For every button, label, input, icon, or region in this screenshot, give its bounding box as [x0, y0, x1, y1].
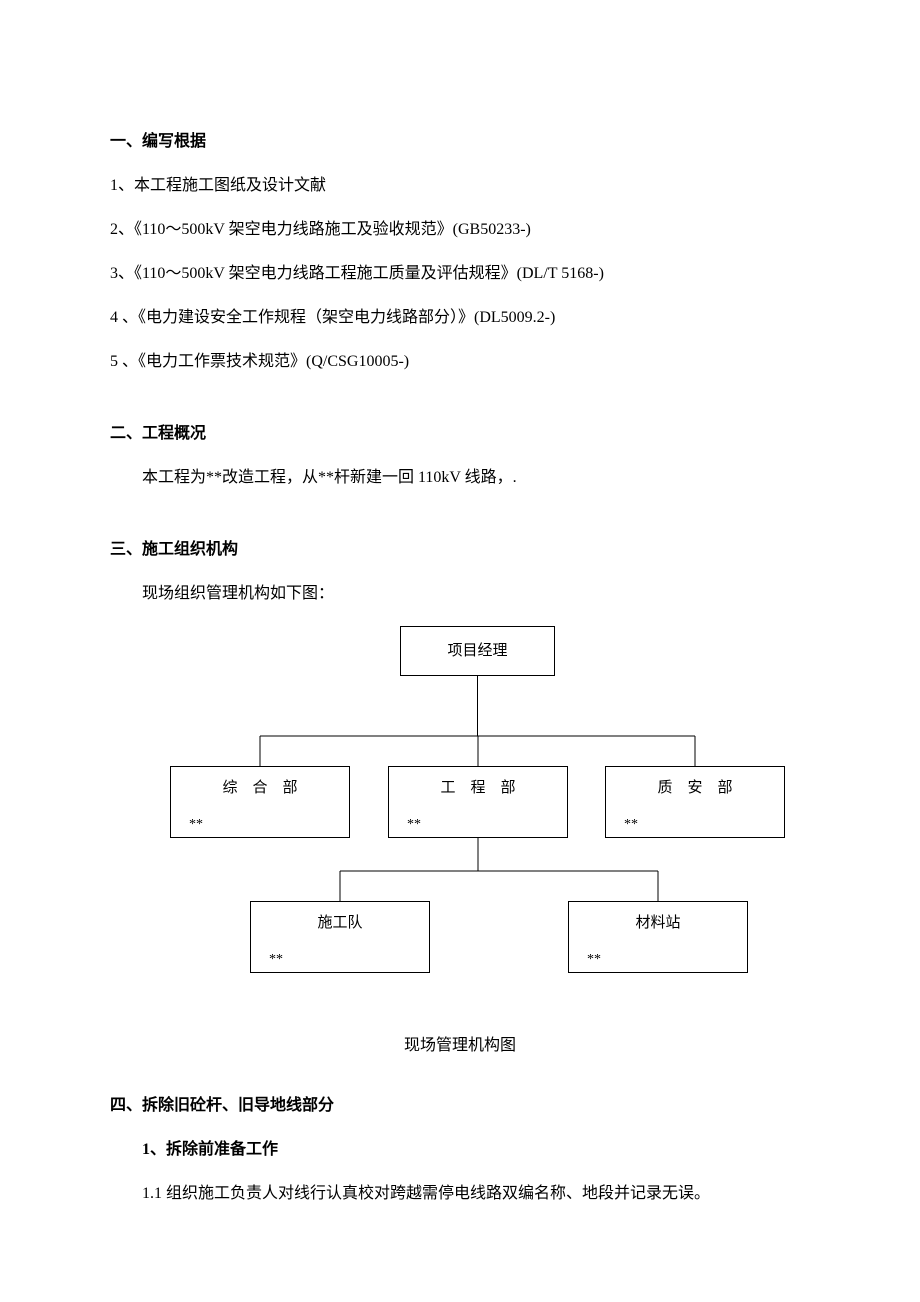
section3-heading: 三、施工组织机构	[110, 538, 810, 562]
section1-item-5: 5 、《电力工作票技术规范》(Q/CSG10005-)	[110, 350, 810, 374]
section1-item-3: 3、《110～500kV 架空电力线路工程施工质量及评估规程》(DL/T 516…	[110, 262, 810, 286]
org-node-dept1-sub: **	[171, 814, 203, 835]
section1-heading: 一、编写根据	[110, 130, 810, 154]
section4-sub1: 1、拆除前准备工作	[110, 1138, 810, 1162]
org-node-dept2-sub: **	[389, 814, 421, 835]
section4-heading: 四、拆除旧砼杆、旧导地线部分	[110, 1094, 810, 1118]
org-node-store: 材料站 **	[568, 901, 748, 973]
section1-item-4: 4 、《电力建设安全工作规程（架空电力线路部分）》(DL5009.2-)	[110, 306, 810, 330]
org-node-dept3-sub: **	[606, 814, 638, 835]
org-node-dept2-title: 工 程 部	[440, 777, 515, 800]
section1-item-2: 2、《110～500kV 架空电力线路施工及验收规范》(GB50233-)	[110, 218, 810, 242]
section1-item-1: 1、本工程施工图纸及设计文献	[110, 174, 810, 198]
org-node-dept1-title: 综 合 部	[222, 777, 297, 800]
org-node-root-title: 项目经理	[447, 640, 507, 663]
org-node-store-title: 材料站	[635, 912, 680, 935]
org-node-dept3-title: 质 安 部	[657, 777, 732, 800]
section3-para: 现场组织管理机构如下图：	[110, 582, 810, 606]
org-node-store-sub: **	[569, 949, 601, 970]
section2-para: 本工程为**改造工程，从**杆新建一回 110kV 线路，.	[110, 466, 810, 490]
org-node-team: 施工队 **	[250, 901, 430, 973]
document-page: 一、编写根据 1、本工程施工图纸及设计文献 2、《110～500kV 架空电力线…	[0, 0, 920, 1286]
org-node-dept2: 工 程 部 **	[388, 766, 568, 838]
org-node-root: 项目经理	[400, 626, 555, 676]
org-chart: 项目经理 综 合 部 ** 工 程 部 ** 质 安 部 ** 施工队 ** 材…	[150, 626, 790, 1016]
section4-p1: 1.1 组织施工负责人对线行认真校对跨越需停电线路双编名称、地段并记录无误。	[110, 1182, 810, 1206]
org-node-dept3: 质 安 部 **	[605, 766, 785, 838]
org-node-team-title: 施工队	[317, 912, 362, 935]
section2-heading: 二、工程概况	[110, 422, 810, 446]
org-node-team-sub: **	[251, 949, 283, 970]
org-chart-caption: 现场管理机构图	[110, 1034, 810, 1058]
org-node-dept1: 综 合 部 **	[170, 766, 350, 838]
